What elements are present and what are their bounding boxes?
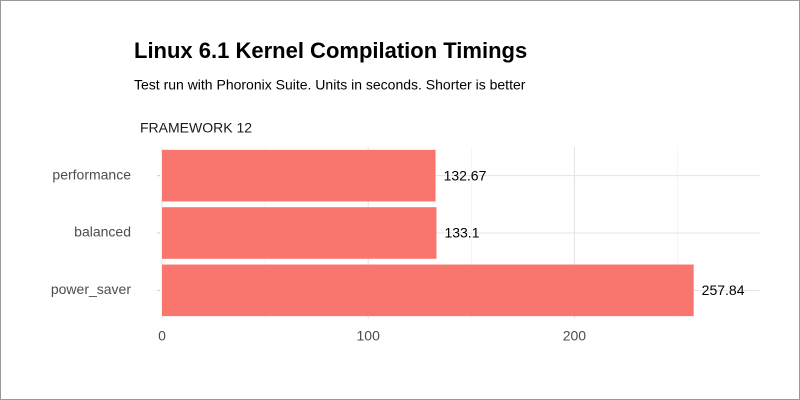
bar — [162, 149, 436, 202]
value-label: 257.84 — [702, 282, 745, 298]
bar — [162, 264, 694, 317]
y-tick-label: balanced — [74, 224, 131, 240]
chart-title: Linux 6.1 Kernel Compilation Timings — [134, 38, 527, 63]
chart-subtitle: Test run with Phoronix Suite. Units in s… — [134, 77, 526, 93]
y-tick-label: performance — [52, 166, 131, 182]
facet-label: FRAMEWORK 12 — [140, 120, 252, 136]
x-tick-label: 0 — [158, 328, 166, 344]
x-tick-label: 200 — [563, 328, 587, 344]
value-label: 133.1 — [444, 225, 479, 241]
value-label: 132.67 — [444, 167, 487, 183]
bar — [162, 207, 437, 259]
y-tick-label: power_saver — [51, 281, 131, 297]
x-tick-label: 100 — [357, 328, 381, 344]
